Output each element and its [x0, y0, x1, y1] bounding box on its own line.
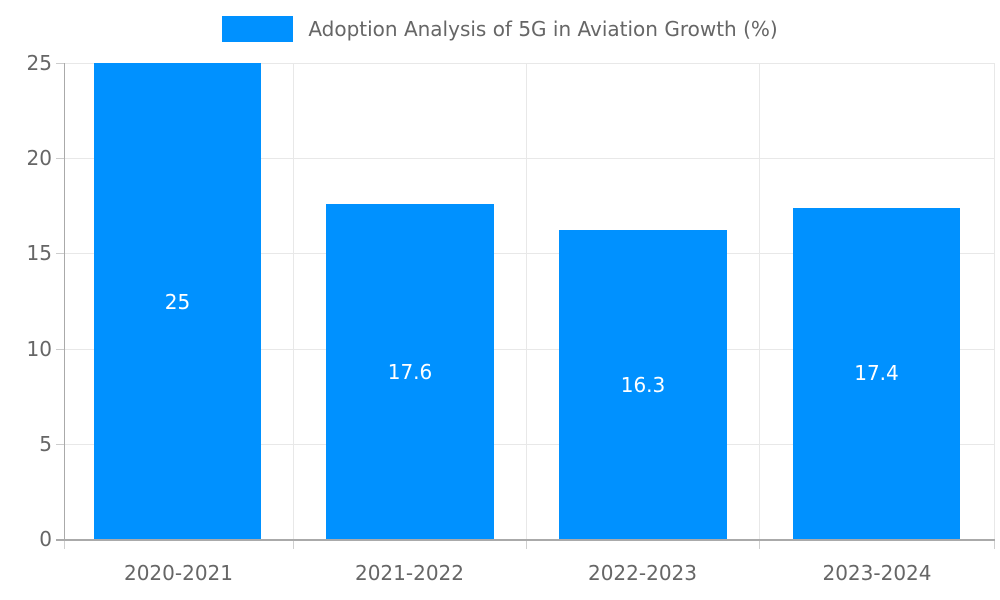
y-tick-label-15: 15	[26, 241, 52, 266]
y-tick-label-25: 25	[26, 51, 52, 75]
bar-value-label-2021-2022: 17.6	[387, 360, 433, 384]
x-tick-label-2021-2022: 2021-2022	[354, 561, 464, 585]
gridline-h-25	[64, 63, 995, 64]
chart-legend: Adoption Analysis of 5G in Aviation Grow…	[0, 0, 1000, 58]
bar-value-label-2023-2024: 17.4	[854, 361, 899, 385]
y-tick-label-0: 0	[39, 527, 52, 551]
y-tick-label-10: 10	[26, 336, 52, 361]
plot-area	[64, 63, 995, 539]
gridline-h-5	[64, 443, 995, 445]
bar-value-label-2022-2023: 16.3	[620, 373, 666, 397]
legend-swatch-icon	[222, 16, 294, 42]
x-tick-mark-1	[293, 541, 294, 549]
y-tick-label-5: 5	[39, 431, 52, 456]
y-tick-mark-10	[56, 348, 64, 350]
x-tick-label-2020-2021: 2020-2021	[123, 561, 233, 585]
y-tick-mark-25	[56, 63, 64, 64]
gridline-v-1	[293, 63, 294, 539]
x-tick-mark-3	[759, 541, 760, 549]
y-axis-tick-labels: 0 5 10 15 20 25	[0, 0, 52, 600]
y-tick-mark-20	[56, 158, 64, 160]
x-tick-label-2023-2024: 2023-2024	[822, 561, 932, 585]
gridline-v-3	[759, 63, 760, 539]
legend-label: Adoption Analysis of 5G in Aviation Grow…	[308, 17, 778, 41]
y-tick-mark-15	[56, 253, 64, 255]
bar-2021-2022[interactable]	[326, 204, 494, 539]
x-tick-label-2022-2023: 2022-2023	[587, 561, 697, 585]
gridline-h-20	[64, 158, 995, 160]
bar-2022-2023[interactable]	[559, 229, 727, 539]
y-axis-line	[64, 63, 65, 540]
x-tick-mark-4	[994, 541, 995, 549]
y-tick-label-20: 20	[26, 146, 52, 171]
bar-2023-2024[interactable]	[793, 207, 960, 539]
gridline-v-2	[526, 63, 527, 539]
y-tick-mark-5	[56, 443, 64, 445]
gridline-h-10	[64, 348, 995, 350]
x-tick-mark-0	[64, 541, 65, 549]
bar-2020-2021[interactable]	[94, 63, 261, 539]
x-axis-line	[56, 539, 995, 541]
bar-value-label-2020-2021: 25	[164, 290, 191, 314]
gridline-h-15	[64, 253, 995, 255]
x-tick-mark-2	[526, 541, 527, 549]
gridline-v-right-edge	[994, 63, 995, 539]
legend-item-adoption[interactable]: Adoption Analysis of 5G in Aviation Grow…	[222, 16, 778, 42]
